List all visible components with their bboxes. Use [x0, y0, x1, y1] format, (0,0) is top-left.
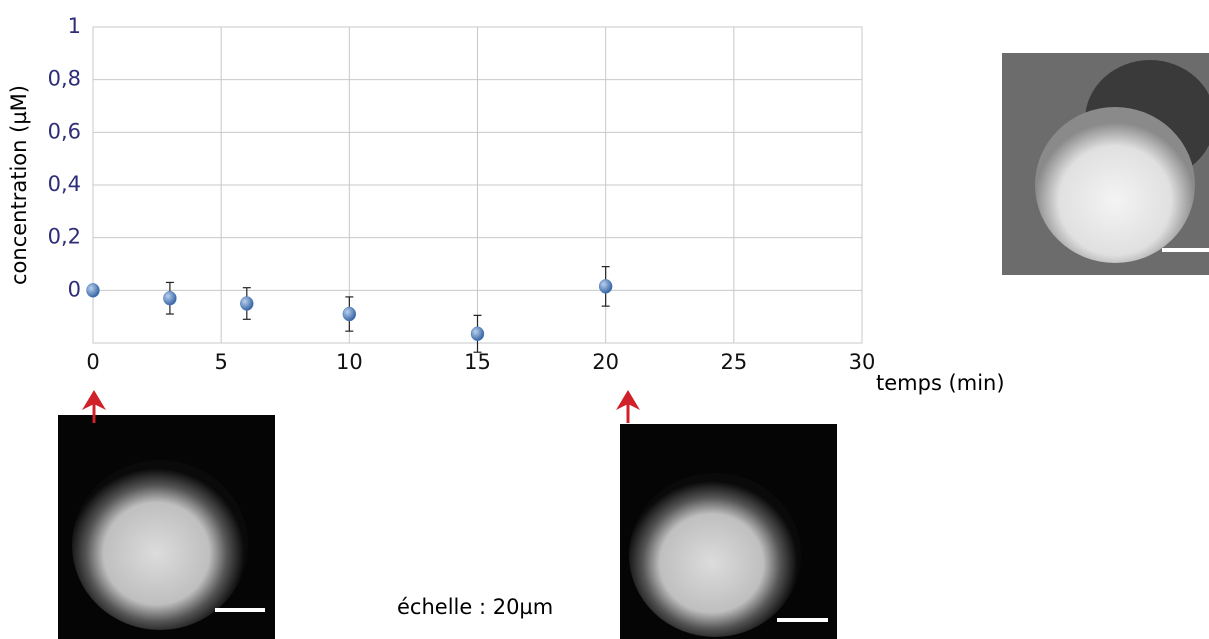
y-tick-label: 1	[68, 14, 81, 38]
x-tick-label: 30	[849, 350, 876, 374]
annotation: échelle : 20µm	[397, 595, 553, 619]
x-axis-label: temps (min)	[876, 371, 1005, 395]
data-point	[86, 283, 100, 298]
data-point	[470, 326, 485, 342]
x-tick-label: 15	[464, 350, 491, 374]
data-point	[240, 296, 254, 311]
micrograph-t20	[620, 424, 837, 639]
y-tick-label: 0,2	[48, 225, 81, 249]
y-axis-label: concentration (µM)	[7, 85, 31, 285]
arrows	[82, 390, 640, 423]
y-tick-label: 0,6	[48, 119, 81, 143]
x-tick-label: 20	[592, 350, 619, 374]
y-tick-label: 0	[68, 277, 81, 301]
x-tick-label: 25	[720, 350, 747, 374]
data-point	[342, 306, 357, 322]
data-point	[598, 279, 613, 294]
y-tick-label: 0,8	[48, 67, 81, 91]
y-tick-label: 0,4	[48, 172, 81, 196]
x-tick-label: 10	[336, 350, 363, 374]
x-tick-label: 5	[214, 350, 227, 374]
micrograph-brightfield	[1002, 53, 1209, 275]
micrograph-t0	[58, 415, 275, 639]
data-point	[163, 290, 177, 306]
plot: 00,20,40,60,810 5 10 15 20 25 30	[48, 14, 876, 374]
x-tick-label: 0	[86, 350, 99, 374]
